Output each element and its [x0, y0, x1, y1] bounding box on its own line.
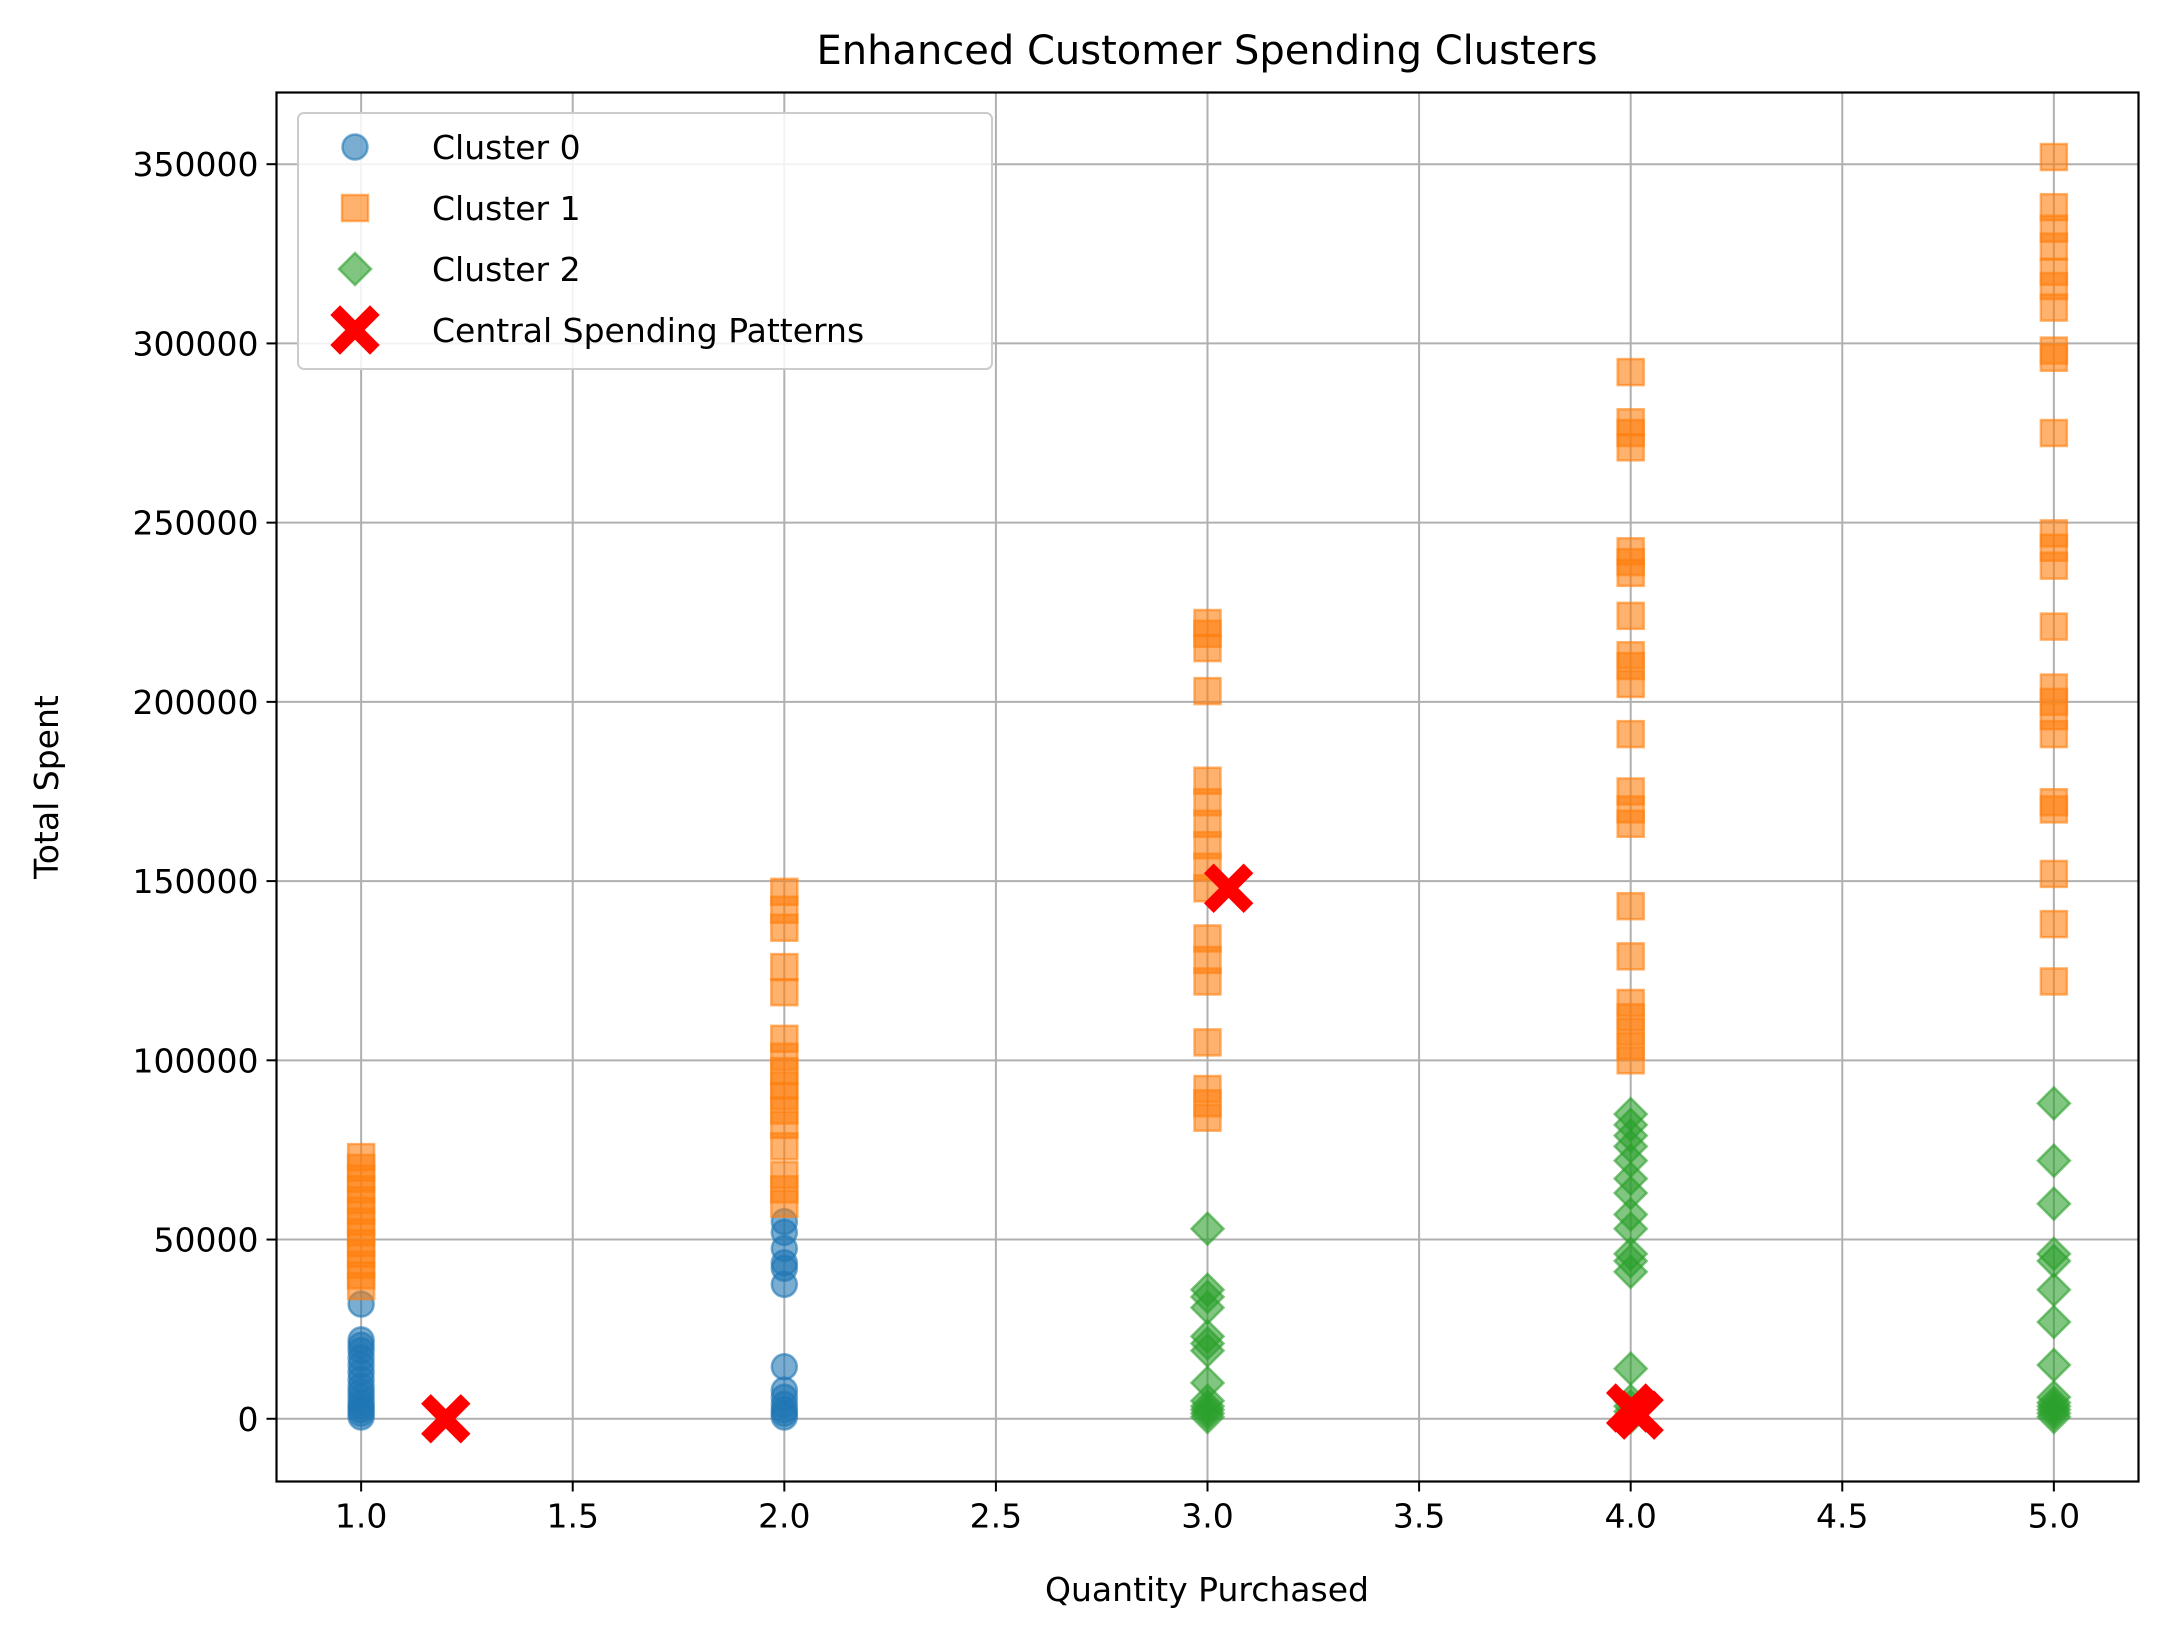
data-point	[1193, 1028, 1222, 1057]
data-point	[1612, 1160, 1649, 1197]
legend-marker	[330, 305, 380, 355]
data-point	[1616, 891, 1645, 921]
y-tick-label: 350000	[133, 145, 259, 184]
data-point	[2036, 1236, 2072, 1272]
x-tick-label: 4.5	[1816, 1497, 1868, 1536]
data-point	[1189, 1318, 1226, 1355]
legend-entry: Cluster 0	[341, 128, 581, 167]
x-tick-label: 1.5	[546, 1497, 598, 1536]
data-point	[2036, 1085, 2072, 1122]
data-point	[2039, 142, 2069, 172]
data-point	[346, 1142, 376, 1172]
data-point	[1612, 1350, 1649, 1387]
data-point	[2036, 1142, 2072, 1179]
data-point	[2039, 859, 2069, 889]
axis-ticks: 1.0 1.5 2.0 2.5 3.0 3.5 4.0 4.5 5.0 0 50000 100000 1…	[133, 145, 2081, 1535]
data-point	[1193, 766, 1222, 795]
x-axis-label: Quantity Purchased	[1045, 1570, 1369, 1609]
data-point	[1612, 1096, 1649, 1132]
data-point	[2036, 1347, 2072, 1383]
data-point	[1616, 719, 1645, 749]
data-point	[2039, 192, 2069, 222]
data-point	[1189, 1383, 1226, 1419]
data-point	[1616, 537, 1645, 566]
series-3	[421, 863, 1664, 1444]
y-tick-label: 200000	[133, 683, 259, 722]
data-point	[421, 1394, 471, 1444]
y-tick-label: 50000	[154, 1221, 259, 1260]
x-tick-label: 4.0	[1604, 1497, 1656, 1536]
data-point	[1605, 1383, 1656, 1433]
data-point	[2036, 1271, 2072, 1308]
data-point	[1616, 942, 1645, 971]
data-point	[2039, 673, 2069, 702]
data-point	[2039, 257, 2069, 286]
data-point	[770, 952, 799, 982]
legend-marker	[337, 251, 373, 287]
data-points	[346, 142, 2072, 1444]
y-tick-label: 100000	[133, 1041, 259, 1080]
y-tick-label: 250000	[133, 504, 259, 543]
legend-entry: Cluster 2	[337, 250, 581, 289]
data-point	[1616, 408, 1645, 437]
x-tick-label: 2.5	[970, 1497, 1022, 1536]
data-point	[1193, 608, 1222, 638]
data-point	[1189, 1271, 1226, 1308]
data-point	[1616, 641, 1645, 670]
x-tick-label: 3.5	[1393, 1497, 1445, 1536]
data-point	[2036, 1379, 2072, 1416]
x-tick-label: 5.0	[2028, 1497, 2080, 1536]
y-tick-label: 300000	[133, 324, 259, 363]
series-1	[346, 142, 2069, 1301]
data-point	[2039, 336, 2069, 365]
data-point	[2039, 909, 2069, 939]
data-point	[1189, 1365, 1226, 1401]
data-point	[2039, 418, 2069, 448]
data-point	[1203, 863, 1254, 913]
data-point	[2039, 519, 2069, 548]
data-point	[770, 1353, 799, 1381]
chart-title: Enhanced Customer Spending Clusters	[816, 28, 1597, 74]
data-point	[1616, 988, 1645, 1018]
legend-marker	[341, 133, 369, 161]
legend-label: Cluster 1	[432, 189, 581, 228]
legend-marker	[340, 193, 370, 223]
legend-entry: Central Spending Patterns	[330, 305, 864, 355]
data-point	[1612, 1236, 1649, 1272]
data-point	[2036, 1304, 2072, 1340]
y-tick-label: 150000	[133, 862, 259, 901]
data-point	[1189, 1211, 1226, 1247]
data-point	[2036, 1185, 2072, 1222]
legend-label: Cluster 0	[432, 128, 581, 167]
data-point	[2039, 787, 2069, 817]
data-point	[1616, 357, 1645, 387]
data-point	[1616, 777, 1645, 806]
data-point	[347, 1326, 375, 1354]
legend-entry: Cluster 1	[340, 189, 581, 228]
y-tick-label: 0	[238, 1400, 259, 1439]
legend-label: Central Spending Patterns	[432, 311, 864, 350]
data-point	[770, 1376, 799, 1404]
x-tick-label: 1.0	[335, 1497, 387, 1536]
x-tick-label: 3.0	[1181, 1497, 1233, 1536]
legend-box	[297, 112, 993, 370]
data-point	[1193, 924, 1222, 953]
legend: Cluster 0 Cluster 1 Cluster 2 Central Spend…	[297, 112, 993, 370]
legend-label: Cluster 2	[432, 250, 581, 289]
data-point	[2039, 967, 2069, 996]
data-point	[1616, 601, 1645, 631]
data-point	[770, 1160, 799, 1190]
data-point	[770, 977, 799, 1007]
series-0	[347, 1207, 799, 1431]
data-point	[770, 877, 799, 907]
data-point	[770, 1024, 799, 1054]
x-tick-label: 2.0	[758, 1497, 810, 1536]
data-point	[1193, 676, 1222, 706]
data-point	[1193, 1074, 1222, 1104]
y-axis-label: Total Spent	[27, 695, 66, 880]
data-point	[2039, 612, 2069, 641]
data-point	[1612, 1196, 1649, 1233]
